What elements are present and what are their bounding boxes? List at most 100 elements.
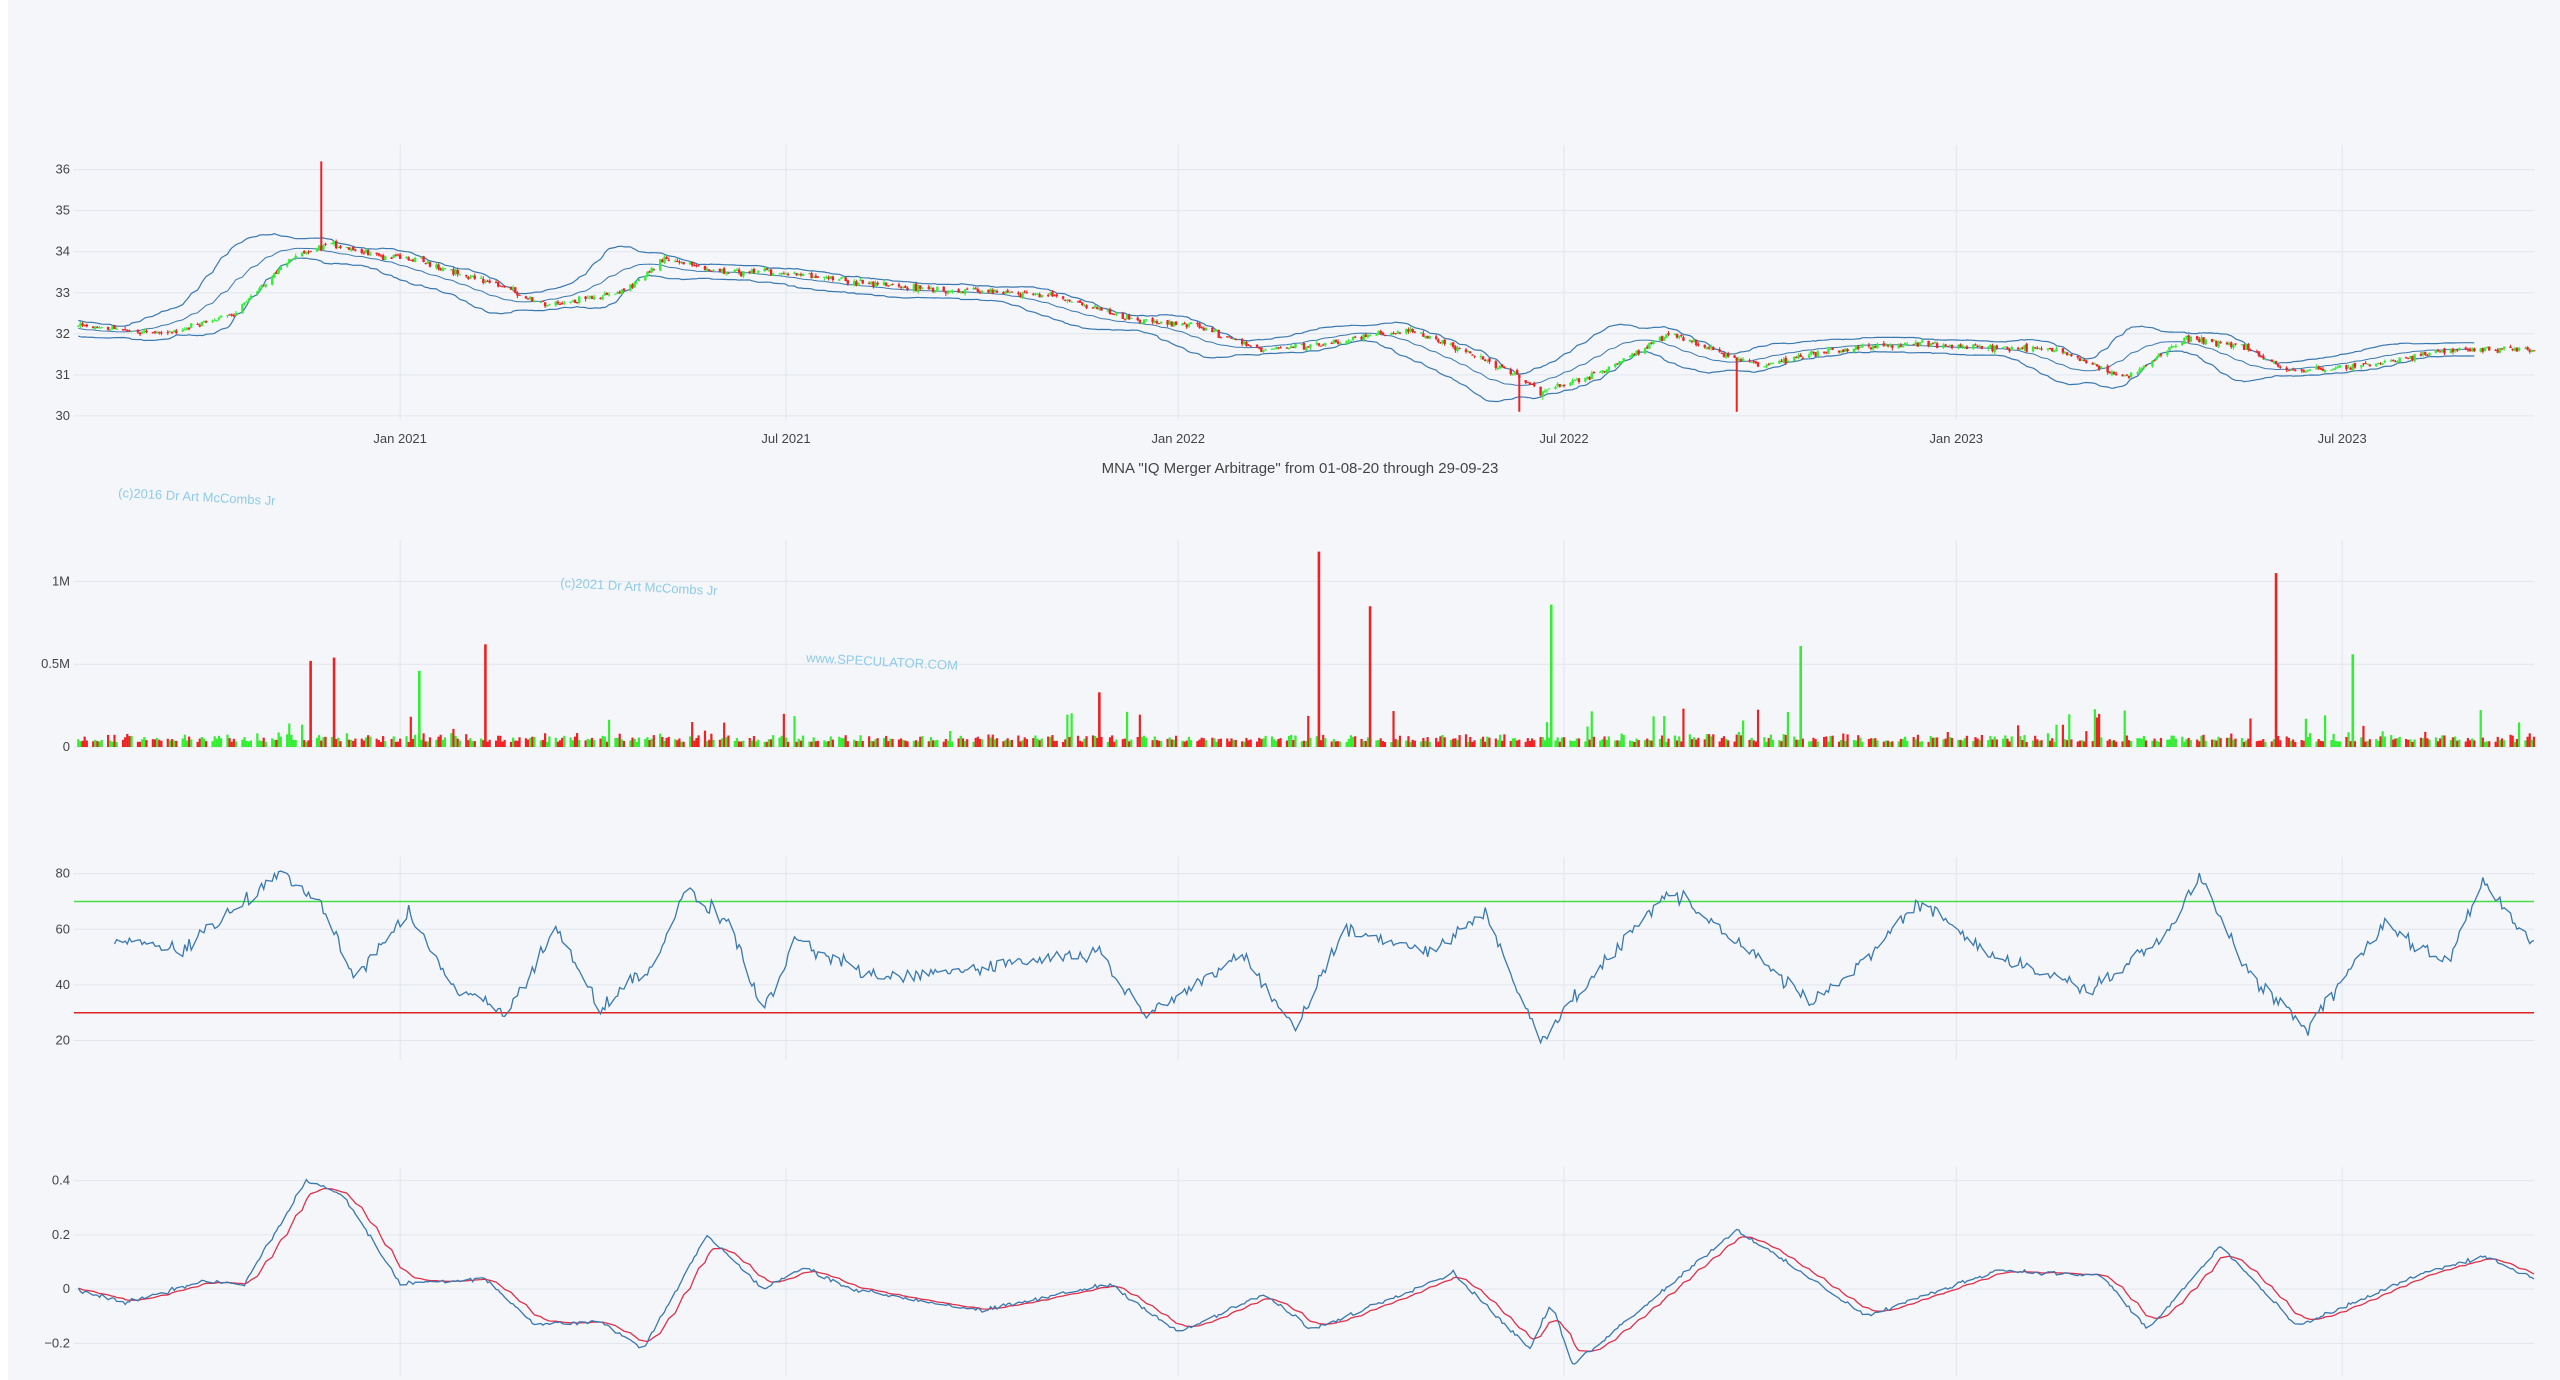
candle-body[interactable] bbox=[2183, 337, 2186, 344]
volume-bar[interactable] bbox=[1560, 737, 1564, 747]
candle-body[interactable] bbox=[2434, 350, 2438, 353]
volume-bar[interactable] bbox=[1204, 740, 1208, 747]
candle-body[interactable] bbox=[2407, 357, 2410, 359]
candle-body[interactable] bbox=[882, 282, 886, 286]
candle-body[interactable] bbox=[1098, 307, 1101, 310]
volume-bar[interactable] bbox=[2066, 740, 2069, 747]
candle-body[interactable] bbox=[1390, 333, 1393, 335]
volume-bar[interactable] bbox=[1933, 737, 1937, 747]
candle-body[interactable] bbox=[260, 285, 263, 289]
volume-bar[interactable] bbox=[1219, 738, 1222, 747]
candle-body[interactable] bbox=[2095, 364, 2099, 367]
volume-bar[interactable] bbox=[1631, 741, 1634, 747]
volume-bar-peak[interactable] bbox=[1368, 606, 1372, 747]
volume-bar[interactable] bbox=[1305, 741, 1308, 747]
candle-body[interactable] bbox=[279, 266, 282, 270]
volume-bar[interactable] bbox=[1827, 741, 1830, 747]
volume-bar[interactable] bbox=[2257, 740, 2261, 747]
candle-body[interactable] bbox=[1290, 345, 1293, 348]
candle-body[interactable] bbox=[2225, 342, 2229, 345]
candle-body[interactable] bbox=[362, 252, 366, 254]
candle-body[interactable] bbox=[2185, 335, 2188, 338]
volume-bar[interactable] bbox=[1882, 741, 1885, 747]
volume-bar[interactable] bbox=[904, 740, 907, 747]
candle-body[interactable] bbox=[2379, 363, 2382, 365]
volume-bar[interactable] bbox=[1002, 741, 1005, 747]
volume-bar[interactable] bbox=[1899, 738, 1902, 747]
volume-bar[interactable] bbox=[1085, 736, 1088, 747]
volume-bar[interactable] bbox=[1575, 738, 1578, 747]
volume-bar[interactable] bbox=[2076, 741, 2079, 747]
candle-body[interactable] bbox=[273, 272, 276, 278]
candle-body[interactable] bbox=[202, 321, 206, 323]
volume-bar[interactable] bbox=[526, 739, 530, 747]
candle-body[interactable] bbox=[1974, 344, 1977, 346]
candle-body[interactable] bbox=[1601, 370, 1604, 372]
volume-bar[interactable] bbox=[2486, 741, 2489, 747]
candle-body[interactable] bbox=[294, 255, 297, 258]
volume-bar[interactable] bbox=[1724, 738, 1728, 747]
candle-body[interactable] bbox=[1603, 371, 1606, 373]
candle-body[interactable] bbox=[2210, 339, 2214, 342]
candle-body[interactable] bbox=[2375, 363, 2378, 367]
candle-body[interactable] bbox=[1302, 343, 1306, 350]
candle-body[interactable] bbox=[1479, 356, 1483, 358]
candle-body[interactable] bbox=[98, 327, 101, 329]
volume-bar[interactable] bbox=[989, 737, 992, 747]
volume-bar[interactable] bbox=[158, 739, 161, 747]
volume-panel[interactable] bbox=[77, 551, 2536, 747]
volume-bar[interactable] bbox=[1200, 737, 1203, 747]
candle-body[interactable] bbox=[366, 250, 370, 256]
volume-bar[interactable] bbox=[2300, 740, 2303, 747]
volume-bar[interactable] bbox=[1742, 720, 1745, 747]
volume-bar[interactable] bbox=[797, 738, 800, 747]
candle-body[interactable] bbox=[533, 301, 536, 303]
volume-bar[interactable] bbox=[260, 740, 263, 747]
volume-bar[interactable] bbox=[198, 738, 201, 747]
volume-bar[interactable] bbox=[1733, 741, 1736, 747]
candle-body[interactable] bbox=[531, 297, 534, 302]
candle-body[interactable] bbox=[322, 245, 325, 250]
volume-bar[interactable] bbox=[337, 737, 340, 747]
volume-bar[interactable] bbox=[1345, 742, 1348, 747]
volume-bar[interactable] bbox=[1629, 740, 1632, 747]
candle-body[interactable] bbox=[2451, 348, 2455, 352]
candle-body[interactable] bbox=[2404, 357, 2408, 359]
candle-body[interactable] bbox=[676, 261, 679, 263]
candle-body[interactable] bbox=[1918, 342, 1922, 346]
volume-bar[interactable] bbox=[1765, 741, 1768, 747]
candle-body[interactable] bbox=[307, 251, 310, 253]
candle-body[interactable] bbox=[377, 253, 381, 256]
candle-body[interactable] bbox=[1718, 349, 1721, 352]
candle-body[interactable] bbox=[680, 261, 683, 263]
volume-bar[interactable] bbox=[1172, 739, 1176, 747]
volume-bar[interactable] bbox=[426, 741, 429, 747]
volume-bar[interactable] bbox=[1936, 737, 1939, 747]
candle-body[interactable] bbox=[1827, 349, 1830, 354]
volume-bar[interactable] bbox=[1763, 737, 1766, 747]
volume-bar[interactable] bbox=[976, 736, 979, 747]
candle-body[interactable] bbox=[1560, 385, 1564, 387]
candle-body[interactable] bbox=[2227, 342, 2231, 346]
volume-bar[interactable] bbox=[2317, 739, 2320, 747]
candle-body[interactable] bbox=[1275, 347, 1278, 349]
volume-bar[interactable] bbox=[1707, 734, 1711, 747]
volume-bar[interactable] bbox=[230, 741, 233, 747]
volume-bar[interactable] bbox=[1125, 711, 1129, 747]
candle-body[interactable] bbox=[2509, 346, 2512, 348]
volume-bar[interactable] bbox=[524, 738, 528, 747]
volume-bar[interactable] bbox=[107, 734, 110, 747]
volume-bar[interactable] bbox=[949, 730, 952, 747]
volume-bar[interactable] bbox=[2332, 733, 2335, 747]
volume-bar[interactable] bbox=[1614, 740, 1617, 747]
volume-bar[interactable] bbox=[1381, 741, 1384, 747]
candle-body[interactable] bbox=[439, 268, 442, 271]
candle-body[interactable] bbox=[172, 330, 176, 332]
candle-body[interactable] bbox=[1496, 368, 1500, 370]
candle-body[interactable] bbox=[1473, 355, 1476, 357]
candle-body[interactable] bbox=[678, 261, 681, 263]
volume-bar[interactable] bbox=[1140, 736, 1144, 747]
candle-body[interactable] bbox=[79, 323, 82, 327]
volume-bar[interactable] bbox=[1375, 740, 1378, 747]
volume-bar[interactable] bbox=[558, 740, 562, 747]
